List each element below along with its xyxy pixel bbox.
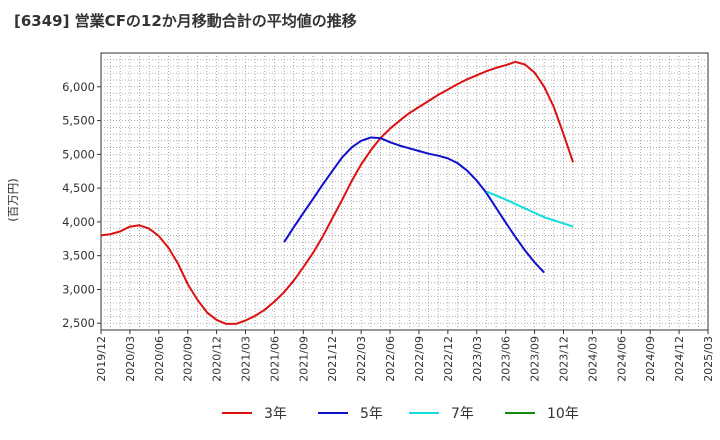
x-tick-label: 2020/09 xyxy=(182,336,195,382)
legend-label: 3年 xyxy=(264,406,287,422)
plot-area xyxy=(100,52,709,331)
series-line-7年 xyxy=(486,190,574,228)
grid xyxy=(101,53,708,330)
x-tick-label: 2024/03 xyxy=(586,336,599,382)
x-tick-label: 2024/06 xyxy=(615,336,628,382)
x-tick-label: 2023/09 xyxy=(529,336,542,382)
legend: 3年 5年 7年 10年 xyxy=(222,406,579,422)
x-tick-label: 2021/09 xyxy=(297,336,310,382)
y-tick-label: 6,000 xyxy=(62,80,95,94)
x-tick-label: 2022/12 xyxy=(442,336,455,382)
chart-title: [6349] 営業CFの12か月移動合計の平均値の推移 xyxy=(14,12,357,30)
y-axis-label: (百万円) xyxy=(6,178,20,221)
x-tick-label: 2020/12 xyxy=(211,336,224,382)
series-line-5年 xyxy=(283,136,545,274)
legend-label: 7年 xyxy=(451,406,474,422)
y-tick-label: 2,500 xyxy=(62,316,95,330)
x-tick-label: 2021/03 xyxy=(240,336,253,382)
x-tick-label: 2024/12 xyxy=(673,336,686,382)
legend-label: 10年 xyxy=(547,406,579,422)
x-axis-ticks: 2019/12 2020/03 2020/06 2020/09 2020/12 2021/… xyxy=(95,330,715,382)
x-tick-label: 2020/06 xyxy=(153,336,166,382)
legend-label: 5年 xyxy=(360,406,383,422)
y-tick-label: 3,500 xyxy=(62,249,95,263)
y-tick-label: 4,500 xyxy=(62,181,95,195)
x-tick-label: 2022/03 xyxy=(355,336,368,382)
x-tick-label: 2022/09 xyxy=(413,336,426,382)
x-tick-label: 2022/06 xyxy=(384,336,397,382)
x-tick-label: 2025/03 xyxy=(702,336,715,382)
x-tick-label: 2023/06 xyxy=(500,336,513,382)
y-tick-label: 3,000 xyxy=(62,282,95,296)
x-tick-label: 2021/12 xyxy=(326,336,339,382)
x-tick-label: 2024/09 xyxy=(644,336,657,382)
series-lines xyxy=(100,60,575,325)
y-tick-label: 5,500 xyxy=(62,114,95,128)
y-axis-ticks: 2,500 3,000 3,500 4,000 4,500 5,000 5,500 6,000 xyxy=(62,80,101,330)
series-line-3年 xyxy=(100,60,575,325)
y-tick-label: 4,000 xyxy=(62,215,95,229)
x-tick-label: 2020/03 xyxy=(124,336,137,382)
x-tick-label: 2023/03 xyxy=(471,336,484,382)
x-tick-label: 2023/12 xyxy=(557,336,570,382)
x-tick-label: 2021/06 xyxy=(268,336,281,382)
y-tick-label: 5,000 xyxy=(62,147,95,161)
x-tick-label: 2019/12 xyxy=(95,336,108,382)
